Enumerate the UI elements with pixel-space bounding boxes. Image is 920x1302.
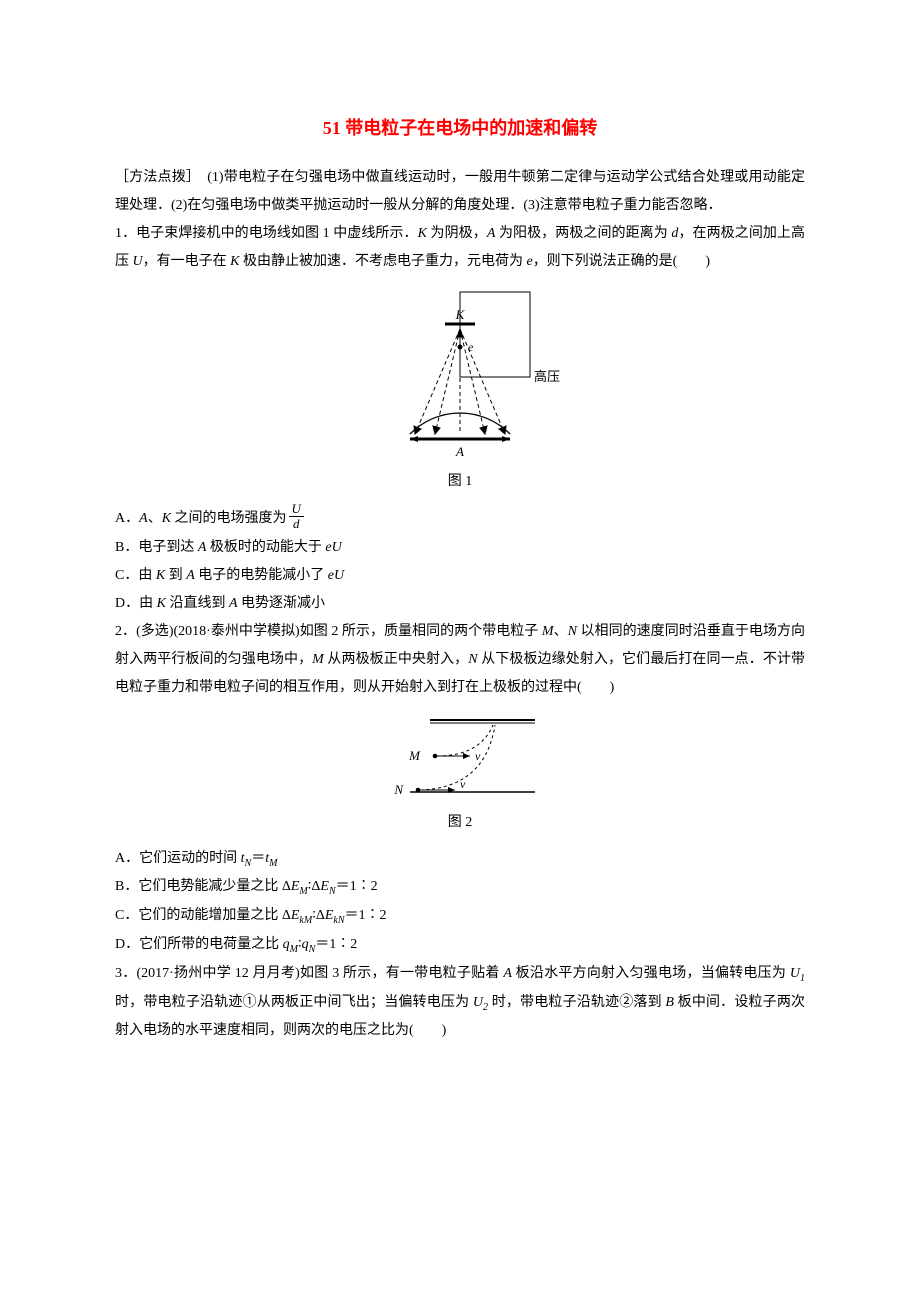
q1-a-post: 之间的电场强度为 [171, 511, 287, 526]
fig1-label-hv: 高压 [534, 369, 560, 384]
q2-stem: 2．(多选)(2018·泰州中学模拟)如图 2 所示，质量相同的两个带电粒子 M… [115, 618, 805, 702]
q2-c-post: ＝1∶2 [345, 908, 387, 923]
q2-b-EN: E [320, 879, 329, 894]
q3-U1: U [790, 966, 800, 981]
q1-opt-d: D．由 K 沿直线到 A 电势逐渐减小 [115, 590, 805, 618]
q3-d: 时，带电粒子沿轨迹②落到 [488, 995, 665, 1010]
q2-a-eq: ＝ [251, 851, 265, 866]
fig1-label-K: K [455, 307, 466, 322]
page-title: 51 带电粒子在电场中的加速和偏转 [115, 110, 805, 146]
q3-b: 板沿水平方向射入匀强电场，当偏转电压为 [512, 966, 790, 981]
fig1-label-e: e [468, 340, 474, 354]
sym-U: U [133, 254, 143, 269]
q1-stem-c: 为阳极，两极之间的距离为 [495, 226, 671, 241]
q1-d-A: A [229, 596, 238, 611]
q1-a-mid: 、 [148, 511, 162, 526]
q1-opt-a: A．A、K 之间的电场强度为Ud [115, 504, 805, 534]
figure-2-caption: 图 2 [115, 809, 805, 837]
q2-N2: N [468, 652, 477, 667]
q3-c: 时，带电粒子沿轨迹①从两板正中间飞出；当偏转电压为 [115, 995, 473, 1010]
q1-opt-b: B．电子到达 A 极板时的动能大于 eU [115, 534, 805, 562]
q2-d-qN: q [302, 937, 309, 952]
q3-B: B [665, 995, 674, 1010]
q2-a: 2．(多选)(2018·泰州中学模拟)如图 2 所示，质量相同的两个带电粒子 [115, 624, 542, 639]
fig2-label-N: N [393, 782, 404, 797]
q1-c-post: 电子的电势能减小了 [195, 568, 328, 583]
method-intro: ［方法点拨］ (1)带电粒子在匀强电场中做直线运动时，一般用牛顿第二定律与运动学… [115, 164, 805, 220]
q2-d-qMs: M [290, 944, 298, 955]
q2-c-EkMs: kM [299, 915, 312, 926]
q2-b-mid: ∶Δ [308, 879, 321, 894]
q3-U1s: 1 [800, 973, 805, 984]
fig2-label-v2: v [460, 777, 466, 791]
q3-a: 3．(2017·扬州中学 12 月月考)如图 3 所示，有一带电粒子贴着 [115, 966, 503, 981]
frac-den: d [289, 517, 304, 531]
figure-1: K e A 高压 [115, 284, 805, 464]
page: 51 带电粒子在电场中的加速和偏转 ［方法点拨］ (1)带电粒子在匀强电场中做直… [0, 0, 920, 1302]
q1-stem-g: ，则下列说法正确的是( ) [533, 254, 710, 269]
fig1-label-A: A [455, 444, 464, 459]
q1-a-pre: A． [115, 511, 139, 526]
q1-c-A: A [186, 568, 195, 583]
figure-1-caption: 图 1 [115, 468, 805, 496]
q1-d-pre: D．由 [115, 596, 157, 611]
q2-c-mid: ∶Δ [312, 908, 325, 923]
q2-opt-d: D．它们所带的电荷量之比 qM∶qN＝1∶2 [115, 931, 805, 960]
q1-stem-a: 1．电子束焊接机中的电场线如图 1 中虚线所示． [115, 226, 418, 241]
q2-N: N [568, 624, 577, 639]
q1-a-A: A [139, 511, 148, 526]
q1-d-K: K [157, 596, 166, 611]
q1-stem-e: ，有一电子在 [143, 254, 231, 269]
q2-b: 、 [554, 624, 568, 639]
sym-K: K [418, 226, 427, 241]
figure-1-svg: K e A 高压 [360, 284, 560, 464]
q2-a-pre: A．它们运动的时间 [115, 851, 241, 866]
q1-b-pre: B．电子到达 [115, 540, 198, 555]
q1-a-K: K [162, 511, 171, 526]
q1-c-K: K [156, 568, 165, 583]
figure-2-svg: M N v v [375, 710, 545, 805]
q2-b-pre: B．它们电势能减少量之比 Δ [115, 879, 291, 894]
q1-b-eU: eU [325, 540, 341, 555]
q2-b-post: ＝1∶2 [336, 879, 378, 894]
frac-num: U [289, 502, 304, 517]
q1-c-pre: C．由 [115, 568, 156, 583]
q1-opt-c: C．由 K 到 A 电子的电势能减小了 eU [115, 562, 805, 590]
q2-opt-c: C．它们的动能增加量之比 ΔEkM∶ΔEkN＝1∶2 [115, 902, 805, 931]
q1-stem-f: 极由静止被加速．不考虑电子重力，元电荷为 [239, 254, 526, 269]
q2-d: 从两极板正中央射入， [324, 652, 468, 667]
q1-d-mid: 沿直线到 [166, 596, 229, 611]
q2-c-pre: C．它们的动能增加量之比 Δ [115, 908, 291, 923]
q2-d-pre: D．它们所带的电荷量之比 [115, 937, 283, 952]
q3-stem: 3．(2017·扬州中学 12 月月考)如图 3 所示，有一带电粒子贴着 A 板… [115, 960, 805, 1046]
fig2-label-v1: v [475, 749, 481, 763]
figure-2: M N v v [115, 710, 805, 805]
q3-A: A [503, 966, 512, 981]
q1-stem: 1．电子束焊接机中的电场线如图 1 中虚线所示．K 为阴极，A 为阳极，两极之间… [115, 220, 805, 276]
q2-d-qM: q [283, 937, 290, 952]
q2-a-tMs: M [269, 857, 277, 868]
q2-opt-b: B．它们电势能减少量之比 ΔEM∶ΔEN＝1∶2 [115, 873, 805, 902]
q1-b-post: 极板时的动能大于 [206, 540, 325, 555]
q2-b-EMs: M [299, 886, 307, 897]
frac-U-d: Ud [289, 502, 304, 532]
q2-b-ENs: N [329, 886, 336, 897]
q2-opt-a: A．它们运动的时间 tN＝tM [115, 845, 805, 874]
q1-c-eU: eU [328, 568, 344, 583]
q2-M: M [542, 624, 554, 639]
q1-d-post: 电势逐渐减小 [238, 596, 326, 611]
fig2-label-M: M [408, 748, 421, 763]
q1-stem-b: 为阴极， [427, 226, 487, 241]
q2-M2: M [312, 652, 324, 667]
q2-c-EkNs: kN [333, 915, 344, 926]
q1-c-mid: 到 [165, 568, 186, 583]
q3-U2: U [473, 995, 483, 1010]
q2-d-post: ＝1∶2 [315, 937, 357, 952]
